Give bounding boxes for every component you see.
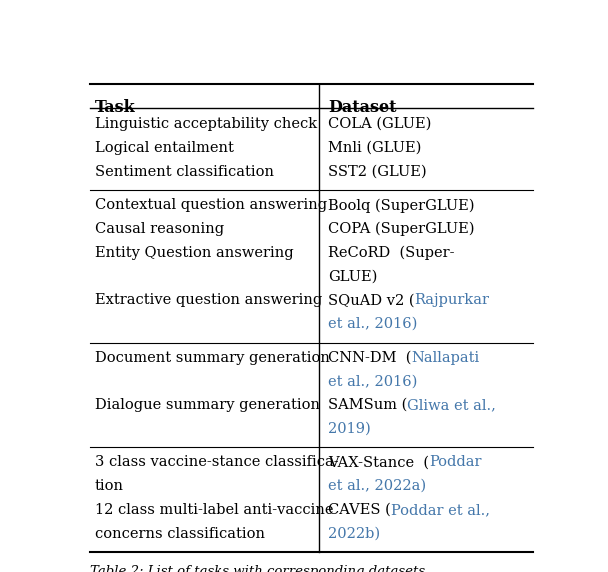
- Text: COLA (GLUE): COLA (GLUE): [328, 117, 432, 131]
- Text: 2019): 2019): [328, 422, 371, 436]
- Text: 12 class multi-label anti-vaccine: 12 class multi-label anti-vaccine: [95, 503, 333, 517]
- Text: Rajpurkar: Rajpurkar: [415, 293, 489, 307]
- Text: Nallapati: Nallapati: [412, 351, 480, 364]
- Text: et al., 2022a): et al., 2022a): [328, 479, 426, 493]
- Text: CNN-DM  (: CNN-DM (: [328, 351, 412, 364]
- Text: Boolq (SuperGLUE): Boolq (SuperGLUE): [328, 198, 475, 213]
- Text: Dataset: Dataset: [328, 100, 396, 117]
- Text: SAMSum (: SAMSum (: [328, 398, 407, 412]
- Text: et al., 2016): et al., 2016): [328, 374, 418, 388]
- Text: CAVES (: CAVES (: [328, 503, 391, 517]
- Text: concerns classification: concerns classification: [95, 527, 265, 541]
- Text: Mnli (GLUE): Mnli (GLUE): [328, 141, 421, 155]
- Text: tion: tion: [95, 479, 124, 493]
- Text: Dialogue summary generation: Dialogue summary generation: [95, 398, 320, 412]
- Text: Linguistic acceptability check: Linguistic acceptability check: [95, 117, 317, 131]
- Text: 2022b): 2022b): [328, 527, 380, 541]
- Text: Task: Task: [95, 100, 136, 117]
- Text: Contextual question answering: Contextual question answering: [95, 198, 327, 212]
- Text: Poddar: Poddar: [429, 455, 482, 470]
- Text: SQuAD v2 (: SQuAD v2 (: [328, 293, 415, 307]
- Text: COPA (SuperGLUE): COPA (SuperGLUE): [328, 222, 475, 236]
- Text: Document summary generation: Document summary generation: [95, 351, 330, 364]
- Text: Logical entailment: Logical entailment: [95, 141, 233, 155]
- Text: ReCoRD  (Super-: ReCoRD (Super-: [328, 246, 455, 260]
- Text: Causal reasoning: Causal reasoning: [95, 222, 224, 236]
- Text: Entity Question answering: Entity Question answering: [95, 246, 294, 260]
- Text: Poddar et al.,: Poddar et al.,: [391, 503, 490, 517]
- Text: et al., 2016): et al., 2016): [328, 317, 418, 331]
- Text: GLUE): GLUE): [328, 269, 378, 284]
- Text: VAX-Stance  (: VAX-Stance (: [328, 455, 429, 470]
- Text: Sentiment classification: Sentiment classification: [95, 165, 274, 178]
- Text: SST2 (GLUE): SST2 (GLUE): [328, 165, 427, 178]
- Text: Gliwa et al.,: Gliwa et al.,: [407, 398, 496, 412]
- Text: Table 2: List of tasks with corresponding datasets.: Table 2: List of tasks with correspondin…: [90, 566, 429, 572]
- Text: Extractive question answering: Extractive question answering: [95, 293, 322, 307]
- Text: 3 class vaccine-stance classifica-: 3 class vaccine-stance classifica-: [95, 455, 339, 470]
